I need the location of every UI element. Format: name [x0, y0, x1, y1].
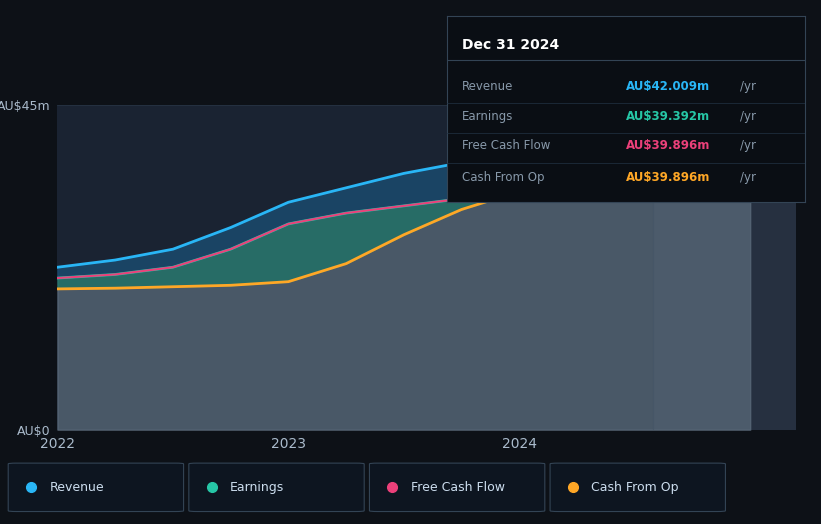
Text: AU$42.009m: AU$42.009m [626, 80, 710, 93]
Text: Free Cash Flow: Free Cash Flow [461, 139, 550, 152]
Text: Free Cash Flow: Free Cash Flow [410, 481, 504, 494]
Bar [654, 105, 821, 430]
Text: Revenue: Revenue [49, 481, 104, 494]
Text: Revenue: Revenue [461, 80, 513, 93]
Text: Cash From Op: Cash From Op [461, 171, 544, 184]
Text: AU$39.896m: AU$39.896m [626, 171, 710, 184]
Text: Cash From Op: Cash From Op [591, 481, 679, 494]
FancyBboxPatch shape [369, 463, 545, 511]
FancyBboxPatch shape [550, 463, 726, 511]
Text: Dec 31 2024: Dec 31 2024 [461, 38, 559, 52]
Text: AU$39.896m: AU$39.896m [626, 139, 710, 152]
Text: /yr: /yr [741, 80, 756, 93]
Text: Past: Past [620, 118, 646, 131]
FancyBboxPatch shape [189, 463, 365, 511]
Text: /yr: /yr [741, 139, 756, 152]
Text: Earnings: Earnings [230, 481, 284, 494]
Text: /yr: /yr [741, 110, 756, 123]
Text: /yr: /yr [741, 171, 756, 184]
Text: AU$39.392m: AU$39.392m [626, 110, 710, 123]
FancyBboxPatch shape [8, 463, 184, 511]
Text: Earnings: Earnings [461, 110, 513, 123]
